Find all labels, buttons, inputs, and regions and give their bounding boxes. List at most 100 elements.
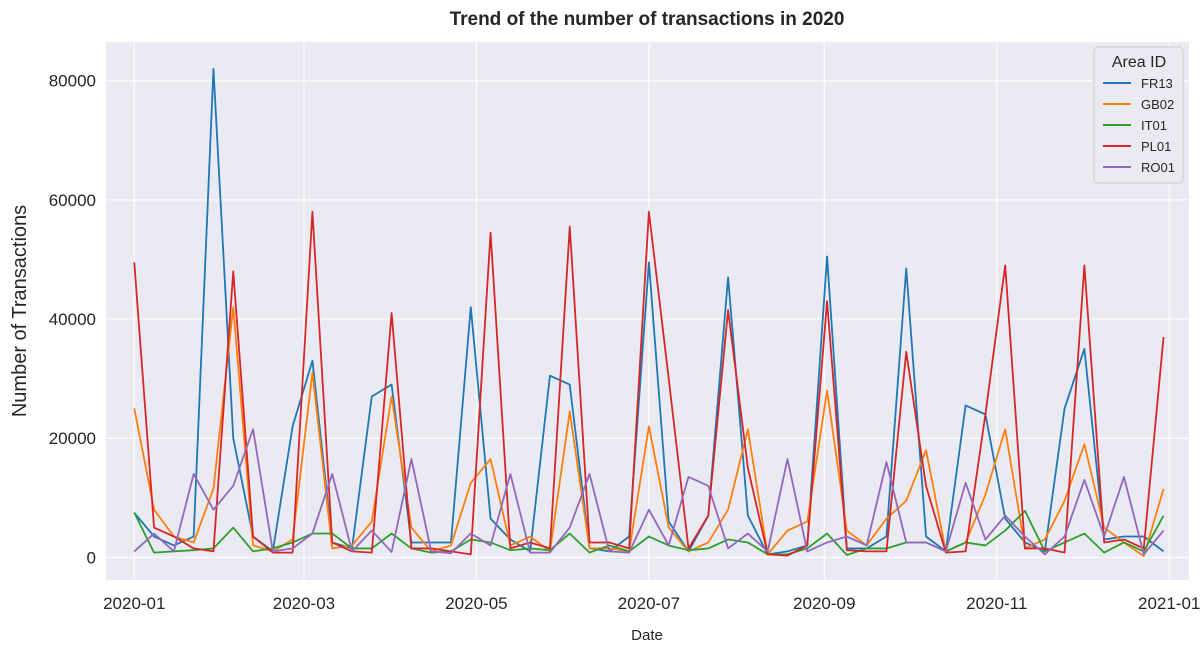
data-point — [429, 549, 433, 553]
series-fr13 — [133, 67, 1165, 556]
data-point — [1023, 509, 1027, 513]
data-point — [1063, 535, 1067, 539]
data-point — [172, 535, 176, 539]
data-point — [172, 549, 176, 553]
data-point — [647, 508, 651, 512]
data-point — [627, 551, 631, 555]
data-point — [390, 532, 394, 536]
data-point — [706, 546, 710, 550]
data-point — [211, 549, 215, 553]
data-point — [865, 543, 869, 547]
data-point — [588, 540, 592, 544]
data-point — [310, 359, 314, 363]
data-point — [469, 532, 473, 536]
legend-label: RO01 — [1141, 160, 1175, 175]
data-point — [1043, 546, 1047, 550]
data-point — [667, 377, 671, 381]
data-point — [449, 551, 453, 555]
data-point — [330, 546, 334, 550]
data-point — [231, 484, 235, 488]
data-point — [667, 543, 671, 547]
data-point — [687, 546, 691, 550]
data-point — [983, 493, 987, 497]
data-point — [291, 551, 295, 555]
data-point — [271, 549, 275, 553]
series-line-fr13 — [133, 67, 1165, 556]
data-point — [825, 254, 829, 258]
data-point — [528, 535, 532, 539]
data-point — [785, 457, 789, 461]
data-point — [449, 543, 453, 547]
legend-items: FR13 GB02 IT01 PL01 RO01 — [1103, 76, 1175, 175]
data-point — [647, 210, 651, 214]
legend-item-fr13: FR13 — [1103, 76, 1173, 91]
data-point — [291, 546, 295, 550]
data-point — [469, 552, 473, 556]
data-point — [132, 511, 136, 515]
series-ro01 — [133, 427, 1165, 556]
legend-title: Area ID — [1112, 54, 1166, 71]
data-point — [152, 532, 156, 536]
data-point — [983, 412, 987, 416]
data-point — [469, 305, 473, 309]
data-point — [904, 266, 908, 270]
data-point — [231, 269, 235, 273]
series-gb02 — [133, 306, 1165, 558]
data-point — [409, 546, 413, 550]
legend-item-it01: IT01 — [1103, 118, 1167, 133]
data-point — [192, 540, 196, 544]
data-point — [310, 210, 314, 214]
data-point — [1043, 552, 1047, 556]
data-point — [588, 472, 592, 476]
data-point — [1122, 537, 1126, 541]
data-point — [667, 526, 671, 530]
data-point — [924, 448, 928, 452]
legend-box — [1093, 46, 1184, 184]
data-point — [746, 532, 750, 536]
data-point — [1063, 406, 1067, 410]
data-point — [390, 311, 394, 315]
series-line-gb02 — [133, 306, 1165, 558]
x-tick-label: 2020-03 — [273, 594, 335, 613]
data-point — [1142, 552, 1146, 556]
data-point — [904, 499, 908, 503]
legend-item-pl01: PL01 — [1103, 139, 1171, 154]
data-point — [647, 260, 651, 264]
data-point — [568, 383, 572, 387]
data-point — [884, 460, 888, 464]
data-point — [568, 532, 572, 536]
data-point — [211, 487, 215, 491]
data-point — [1102, 551, 1106, 555]
data-point — [766, 549, 770, 553]
data-point — [390, 550, 394, 554]
data-point — [1102, 535, 1106, 539]
data-point — [192, 472, 196, 476]
data-point — [251, 535, 255, 539]
data-point — [251, 427, 255, 431]
legend-label: PL01 — [1141, 139, 1171, 154]
data-point — [390, 383, 394, 387]
data-point — [390, 395, 394, 399]
data-point — [746, 540, 750, 544]
data-point — [489, 517, 493, 521]
data-point — [924, 484, 928, 488]
x-tick-label: 2020-07 — [618, 594, 680, 613]
data-point — [1082, 442, 1086, 446]
data-point — [409, 457, 413, 461]
data-point — [845, 553, 849, 557]
tick-labels: 0 20000 40000 60000 80000 2020-01 2020-03 2020-… — [49, 72, 1200, 613]
x-tick-label: 2021-01 — [1138, 594, 1200, 613]
series-it01 — [132, 509, 1165, 557]
x-tick-label: 2020-01 — [103, 594, 165, 613]
data-point — [1003, 529, 1007, 533]
data-point — [508, 472, 512, 476]
data-point — [1102, 540, 1106, 544]
data-point — [211, 67, 215, 71]
data-point — [924, 535, 928, 539]
data-point — [983, 543, 987, 547]
y-axis-label: Number of Transactions — [9, 205, 31, 417]
data-point — [1063, 499, 1067, 503]
data-point — [1122, 475, 1126, 479]
